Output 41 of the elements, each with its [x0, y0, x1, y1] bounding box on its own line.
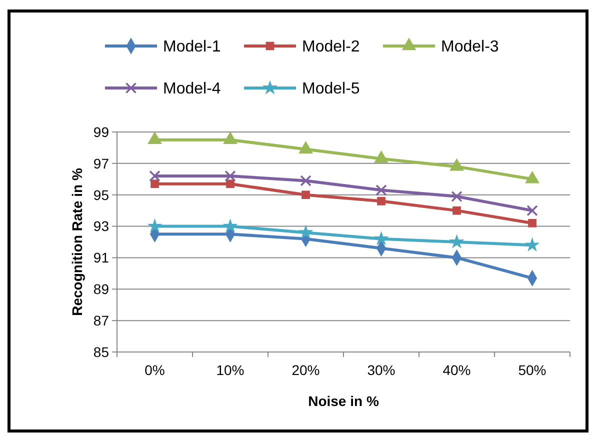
point [452, 206, 461, 215]
y-tick-label: 87 [93, 312, 110, 328]
x-tick-label: 0% [144, 362, 165, 378]
y-tick-label: 91 [93, 250, 110, 266]
y-tick-label: 99 [93, 124, 110, 140]
legend-label: Model-1 [163, 38, 221, 56]
point [147, 218, 162, 233]
point [148, 132, 162, 144]
point [377, 196, 386, 206]
point [226, 180, 234, 188]
y-tick-label: 95 [93, 186, 110, 203]
point [300, 175, 312, 186]
point [528, 218, 536, 228]
point [150, 180, 159, 188]
point [149, 170, 160, 182]
y-tick-label: 89 [93, 281, 110, 298]
point [449, 234, 464, 248]
x-tick-label: 10% [216, 362, 244, 378]
legend-label: Model-2 [302, 38, 360, 56]
point [524, 237, 540, 252]
point [374, 230, 389, 246]
x-tick-label: 40% [442, 362, 471, 378]
x-axis-title: Noise in % [308, 393, 380, 409]
x-tick-label: 30% [367, 362, 396, 378]
point [451, 190, 462, 202]
point [298, 224, 314, 239]
y-tick-label: 93 [93, 218, 110, 234]
point [222, 218, 238, 233]
point [223, 132, 238, 144]
x-tick-label: 20% [292, 362, 320, 378]
legend-label: Model-5 [302, 80, 360, 98]
point [526, 204, 538, 216]
y-axis-title: Recognition Rate in % [69, 168, 85, 316]
legend-label: Model-3 [441, 38, 499, 56]
y-tick-label: 85 [93, 344, 110, 360]
legend-label: Model-4 [163, 80, 221, 98]
y-tick-label: 97 [93, 155, 110, 172]
point [224, 170, 236, 182]
point [302, 190, 310, 200]
point [376, 184, 387, 196]
x-tick-label: 50% [518, 362, 546, 378]
